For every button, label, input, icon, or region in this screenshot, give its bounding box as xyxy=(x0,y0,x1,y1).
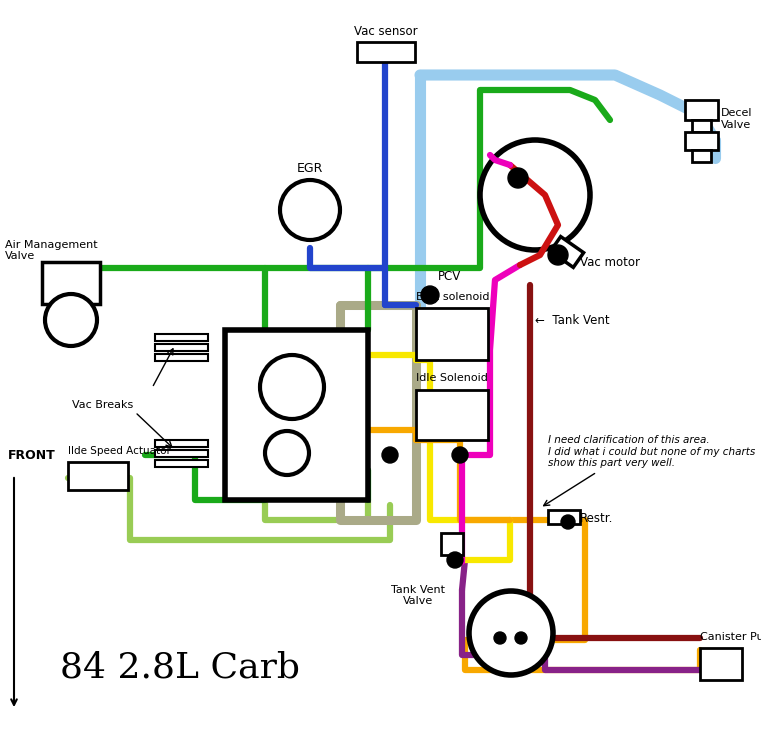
Text: Restr.: Restr. xyxy=(580,512,613,525)
Circle shape xyxy=(469,591,553,675)
Circle shape xyxy=(447,552,463,568)
Text: Vac Breaks: Vac Breaks xyxy=(72,400,133,410)
Bar xyxy=(155,440,208,447)
Text: I need clarification of this area.
I did what i could but none of my charts
show: I need clarification of this area. I did… xyxy=(548,435,755,468)
Bar xyxy=(692,120,711,132)
Text: EGR solenoid: EGR solenoid xyxy=(416,292,489,302)
Circle shape xyxy=(452,447,468,463)
Text: Canister Purge: Canister Purge xyxy=(700,632,761,642)
Circle shape xyxy=(382,447,398,463)
Text: PCV: PCV xyxy=(438,270,461,283)
Bar xyxy=(68,462,128,490)
Bar xyxy=(155,334,208,341)
Circle shape xyxy=(561,515,575,529)
Bar xyxy=(155,460,208,467)
Bar xyxy=(441,533,463,555)
Bar xyxy=(225,330,368,500)
Circle shape xyxy=(280,180,340,240)
Text: Decel: Decel xyxy=(721,108,753,118)
Text: Idle Solenoid: Idle Solenoid xyxy=(416,373,488,383)
Circle shape xyxy=(45,294,97,346)
Circle shape xyxy=(265,431,309,475)
Bar xyxy=(550,237,584,268)
Bar xyxy=(155,450,208,457)
Bar xyxy=(155,344,208,351)
Circle shape xyxy=(508,168,528,188)
Bar xyxy=(548,510,580,524)
Circle shape xyxy=(515,632,527,644)
Circle shape xyxy=(480,140,590,250)
Bar xyxy=(700,648,742,680)
Text: 84 2.8L Carb: 84 2.8L Carb xyxy=(60,651,300,685)
Bar xyxy=(416,390,488,440)
Circle shape xyxy=(421,286,439,304)
Bar xyxy=(416,308,488,360)
Text: Vac motor: Vac motor xyxy=(580,257,640,270)
Text: EGR: EGR xyxy=(297,162,323,175)
Circle shape xyxy=(260,355,324,419)
Bar xyxy=(685,132,718,150)
Text: Valve: Valve xyxy=(5,251,35,261)
Circle shape xyxy=(494,632,506,644)
Circle shape xyxy=(548,245,568,265)
Text: Valve: Valve xyxy=(721,120,751,130)
Bar xyxy=(155,354,208,361)
Bar xyxy=(357,42,415,62)
Bar xyxy=(685,100,718,120)
Bar xyxy=(692,150,711,162)
Text: ←  Tank Vent: ← Tank Vent xyxy=(535,314,610,326)
Text: Air Management: Air Management xyxy=(5,240,97,250)
Text: Vac sensor: Vac sensor xyxy=(354,25,418,38)
Bar xyxy=(42,262,100,304)
Text: Tank Vent: Tank Vent xyxy=(391,585,445,595)
Text: FRONT: FRONT xyxy=(8,449,56,462)
Text: Valve: Valve xyxy=(403,596,433,606)
Text: Ilde Speed Actuator: Ilde Speed Actuator xyxy=(68,446,171,456)
